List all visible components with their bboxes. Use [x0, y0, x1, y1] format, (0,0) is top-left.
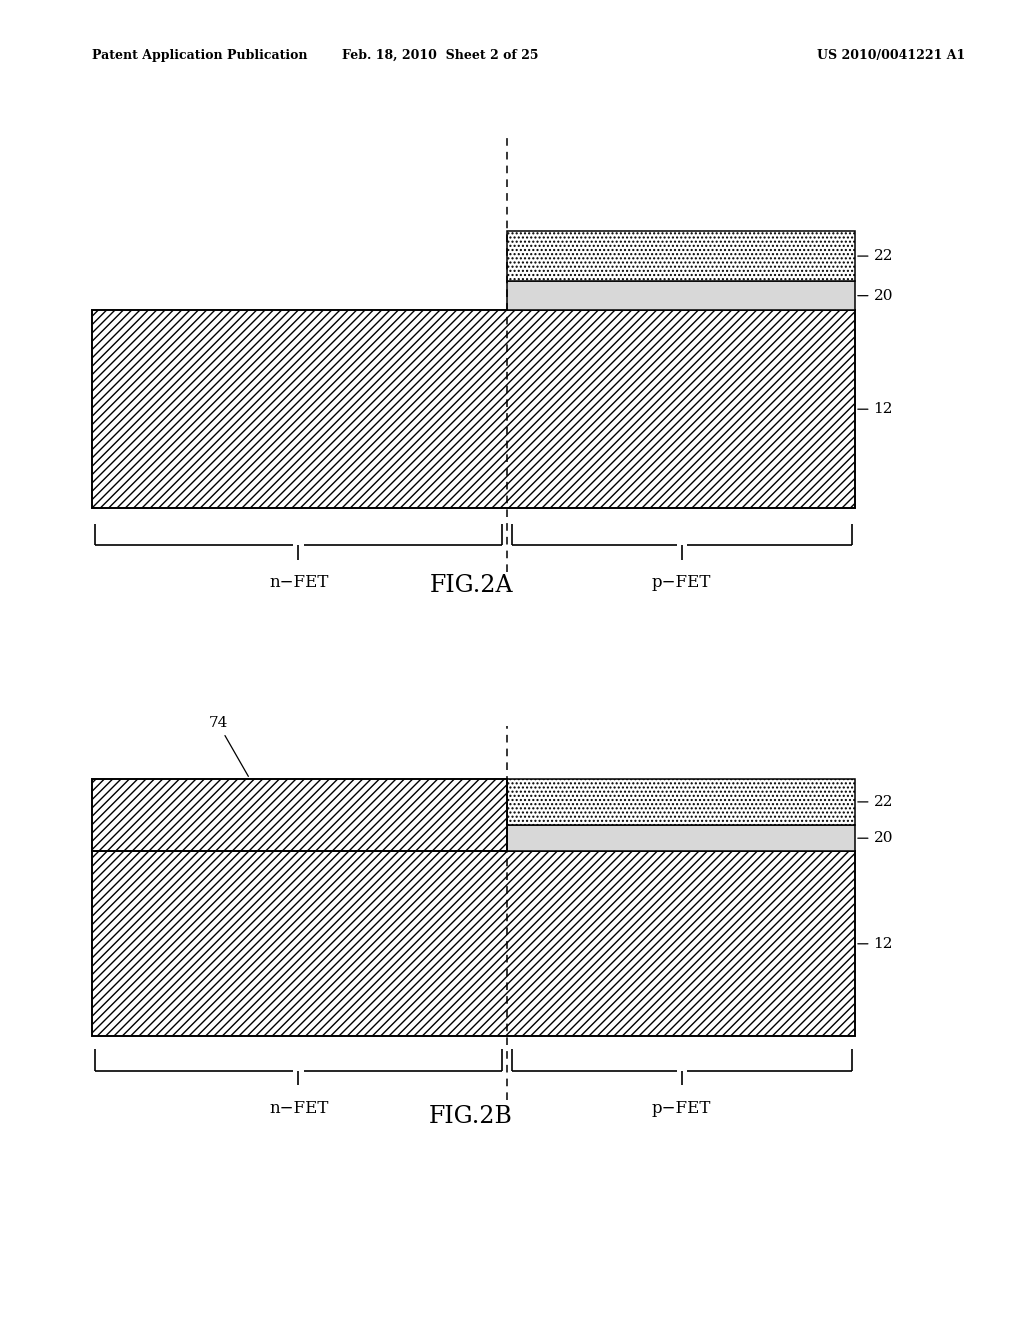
Text: 22: 22 — [858, 249, 893, 263]
Text: 74: 74 — [208, 717, 249, 776]
Text: 20: 20 — [858, 289, 893, 302]
Text: FIG.2A: FIG.2A — [429, 574, 513, 597]
Text: FIG.2B: FIG.2B — [429, 1105, 513, 1127]
Bar — [507, 825, 855, 851]
Bar — [92, 310, 855, 508]
Text: Feb. 18, 2010  Sheet 2 of 25: Feb. 18, 2010 Sheet 2 of 25 — [342, 49, 539, 62]
Bar — [507, 231, 855, 281]
Bar — [92, 851, 855, 1036]
Text: US 2010/0041221 A1: US 2010/0041221 A1 — [817, 49, 965, 62]
Bar — [92, 779, 507, 851]
Text: n−FET: n−FET — [270, 574, 329, 591]
Bar — [507, 779, 855, 825]
Bar — [507, 281, 855, 310]
Text: 20: 20 — [858, 832, 893, 845]
Text: 12: 12 — [858, 403, 893, 416]
Text: p−FET: p−FET — [651, 574, 711, 591]
Text: p−FET: p−FET — [651, 1100, 711, 1117]
Text: 22: 22 — [858, 795, 893, 809]
Text: n−FET: n−FET — [270, 1100, 329, 1117]
Text: 12: 12 — [858, 937, 893, 950]
Text: Patent Application Publication: Patent Application Publication — [92, 49, 307, 62]
